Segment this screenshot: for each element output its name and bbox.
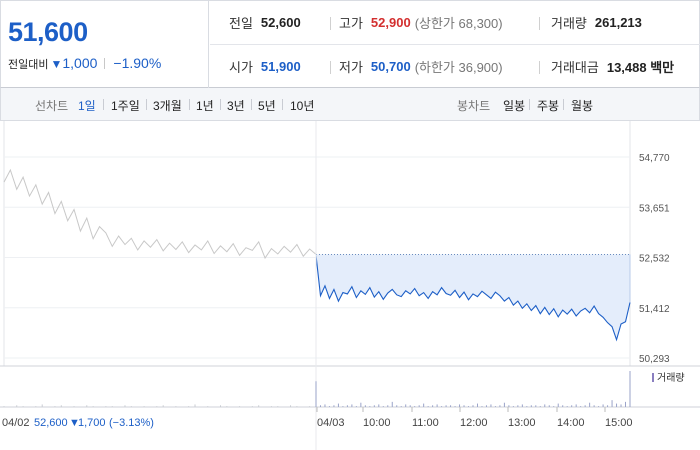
stat-value: 52,600 xyxy=(260,15,301,30)
divider xyxy=(282,99,283,110)
price-box: 51,600 전일대비 ▼1,000 −1.90% xyxy=(1,1,209,88)
stat-label: 저가 xyxy=(339,60,363,75)
candle-monthly-tab[interactable]: 월봉 xyxy=(571,99,594,113)
period-3m-tab[interactable]: 3개월 xyxy=(153,99,182,113)
divider xyxy=(330,61,331,74)
divider xyxy=(330,17,331,30)
price-change: 전일대비 ▼1,000 −1.90% xyxy=(8,55,161,72)
y-tick-label: 50,293 xyxy=(639,354,670,365)
divider xyxy=(539,17,540,30)
period-1y-tab[interactable]: 1년 xyxy=(196,99,214,113)
period-1d-tab[interactable]: 1일 xyxy=(78,99,96,113)
stat-value: 261,213 xyxy=(594,15,642,30)
divider xyxy=(103,99,104,110)
period-3y-tab[interactable]: 3년 xyxy=(227,99,245,113)
stat-low: 저가 50,700 (하한가 36,900) xyxy=(339,45,503,88)
change-label: 전일대비 xyxy=(8,59,49,71)
change-rate: −1.90% xyxy=(113,55,162,71)
divider xyxy=(189,99,190,110)
divider xyxy=(220,99,221,110)
stat-value: 50,700 xyxy=(370,59,411,74)
stat-label: 전일 xyxy=(229,16,253,31)
y-tick-label: 51,412 xyxy=(639,304,670,315)
chart-canvas: 54,770 53,651 52,532 51,412 50,293 거래량 04/02 52… xyxy=(0,121,700,450)
change-amount: 1,000 xyxy=(62,55,98,71)
prev-day-close-label: 52,600 xyxy=(34,417,68,429)
prev-day-date-label: 04/02 xyxy=(2,417,30,429)
price-chart: 54,770 53,651 52,532 51,412 50,293 거래량 04/02 52… xyxy=(0,121,700,450)
y-tick-label: 53,651 xyxy=(639,203,670,214)
candle-daily-tab[interactable]: 일봉 xyxy=(503,99,526,113)
divider xyxy=(539,61,540,74)
stat-label: 거래량 xyxy=(551,16,587,31)
x-tick-label: 15:00 xyxy=(605,417,633,429)
upper-limit: (상한가 68,300) xyxy=(414,16,503,31)
prev-day-change-label: 1,700 xyxy=(78,417,106,429)
y-tick-label: 54,770 xyxy=(639,153,670,164)
volume-legend-label: 거래량 xyxy=(657,372,685,384)
x-tick-label: 13:00 xyxy=(508,417,536,429)
today-area-fill xyxy=(316,254,630,340)
stat-label: 시가 xyxy=(229,60,253,75)
quote-stats: 전일 52,600 고가 52,900 (상한가 68,300) 거래량 261… xyxy=(210,1,700,88)
divider xyxy=(146,99,147,110)
divider xyxy=(210,44,700,45)
x-tick-label: 04/03 xyxy=(317,417,345,429)
prev-day-price-line xyxy=(3,168,317,260)
x-tick-label: 11:00 xyxy=(412,417,439,429)
today-price-line xyxy=(315,255,631,342)
x-tick-label: 12:00 xyxy=(460,417,488,429)
stat-volume: 거래량 261,213 xyxy=(551,1,642,44)
y-tick-label: 52,532 xyxy=(639,254,670,265)
stat-amount: 거래대금 13,488 백만 xyxy=(551,45,674,88)
divider xyxy=(251,99,252,110)
volume-legend-swatch xyxy=(652,373,654,382)
stat-label: 거래대금 xyxy=(551,60,599,75)
stat-value: 13,488 백만 xyxy=(606,60,675,75)
divider xyxy=(563,99,564,110)
down-triangle-icon: ▼ xyxy=(50,57,63,71)
down-triangle-icon: ▼ xyxy=(69,417,80,429)
quote-header: 51,600 전일대비 ▼1,000 −1.90% 전일 52,600 고가 52,… xyxy=(0,0,700,88)
stat-prev-close: 전일 52,600 xyxy=(229,1,301,44)
period-1w-tab[interactable]: 1주일 xyxy=(111,99,140,113)
stat-open: 시가 51,900 xyxy=(229,45,301,88)
stat-label: 고가 xyxy=(339,16,363,31)
x-tick-label: 14:00 xyxy=(557,417,585,429)
stat-value: 51,900 xyxy=(260,59,301,74)
divider xyxy=(529,99,530,110)
chart-toolbar: 선차트 1일 1주일 3개월 1년 3년 5년 10년 봉차트 일봉 주봉 월봉 xyxy=(0,88,700,121)
stat-high: 고가 52,900 (상한가 68,300) xyxy=(339,1,503,44)
stat-value: 52,900 xyxy=(370,15,411,30)
period-10y-tab[interactable]: 10년 xyxy=(290,99,315,113)
divider xyxy=(104,58,106,69)
x-tick-label: 10:00 xyxy=(363,417,391,429)
lower-limit: (하한가 36,900) xyxy=(414,60,503,75)
line-chart-label: 선차트 xyxy=(35,99,69,113)
candle-weekly-tab[interactable]: 주봉 xyxy=(537,99,560,113)
period-5y-tab[interactable]: 5년 xyxy=(258,99,276,113)
prev-day-change-rate: (−3.13%) xyxy=(109,417,154,429)
current-price: 51,600 xyxy=(8,17,88,47)
candle-chart-label: 봉차트 xyxy=(457,99,491,113)
